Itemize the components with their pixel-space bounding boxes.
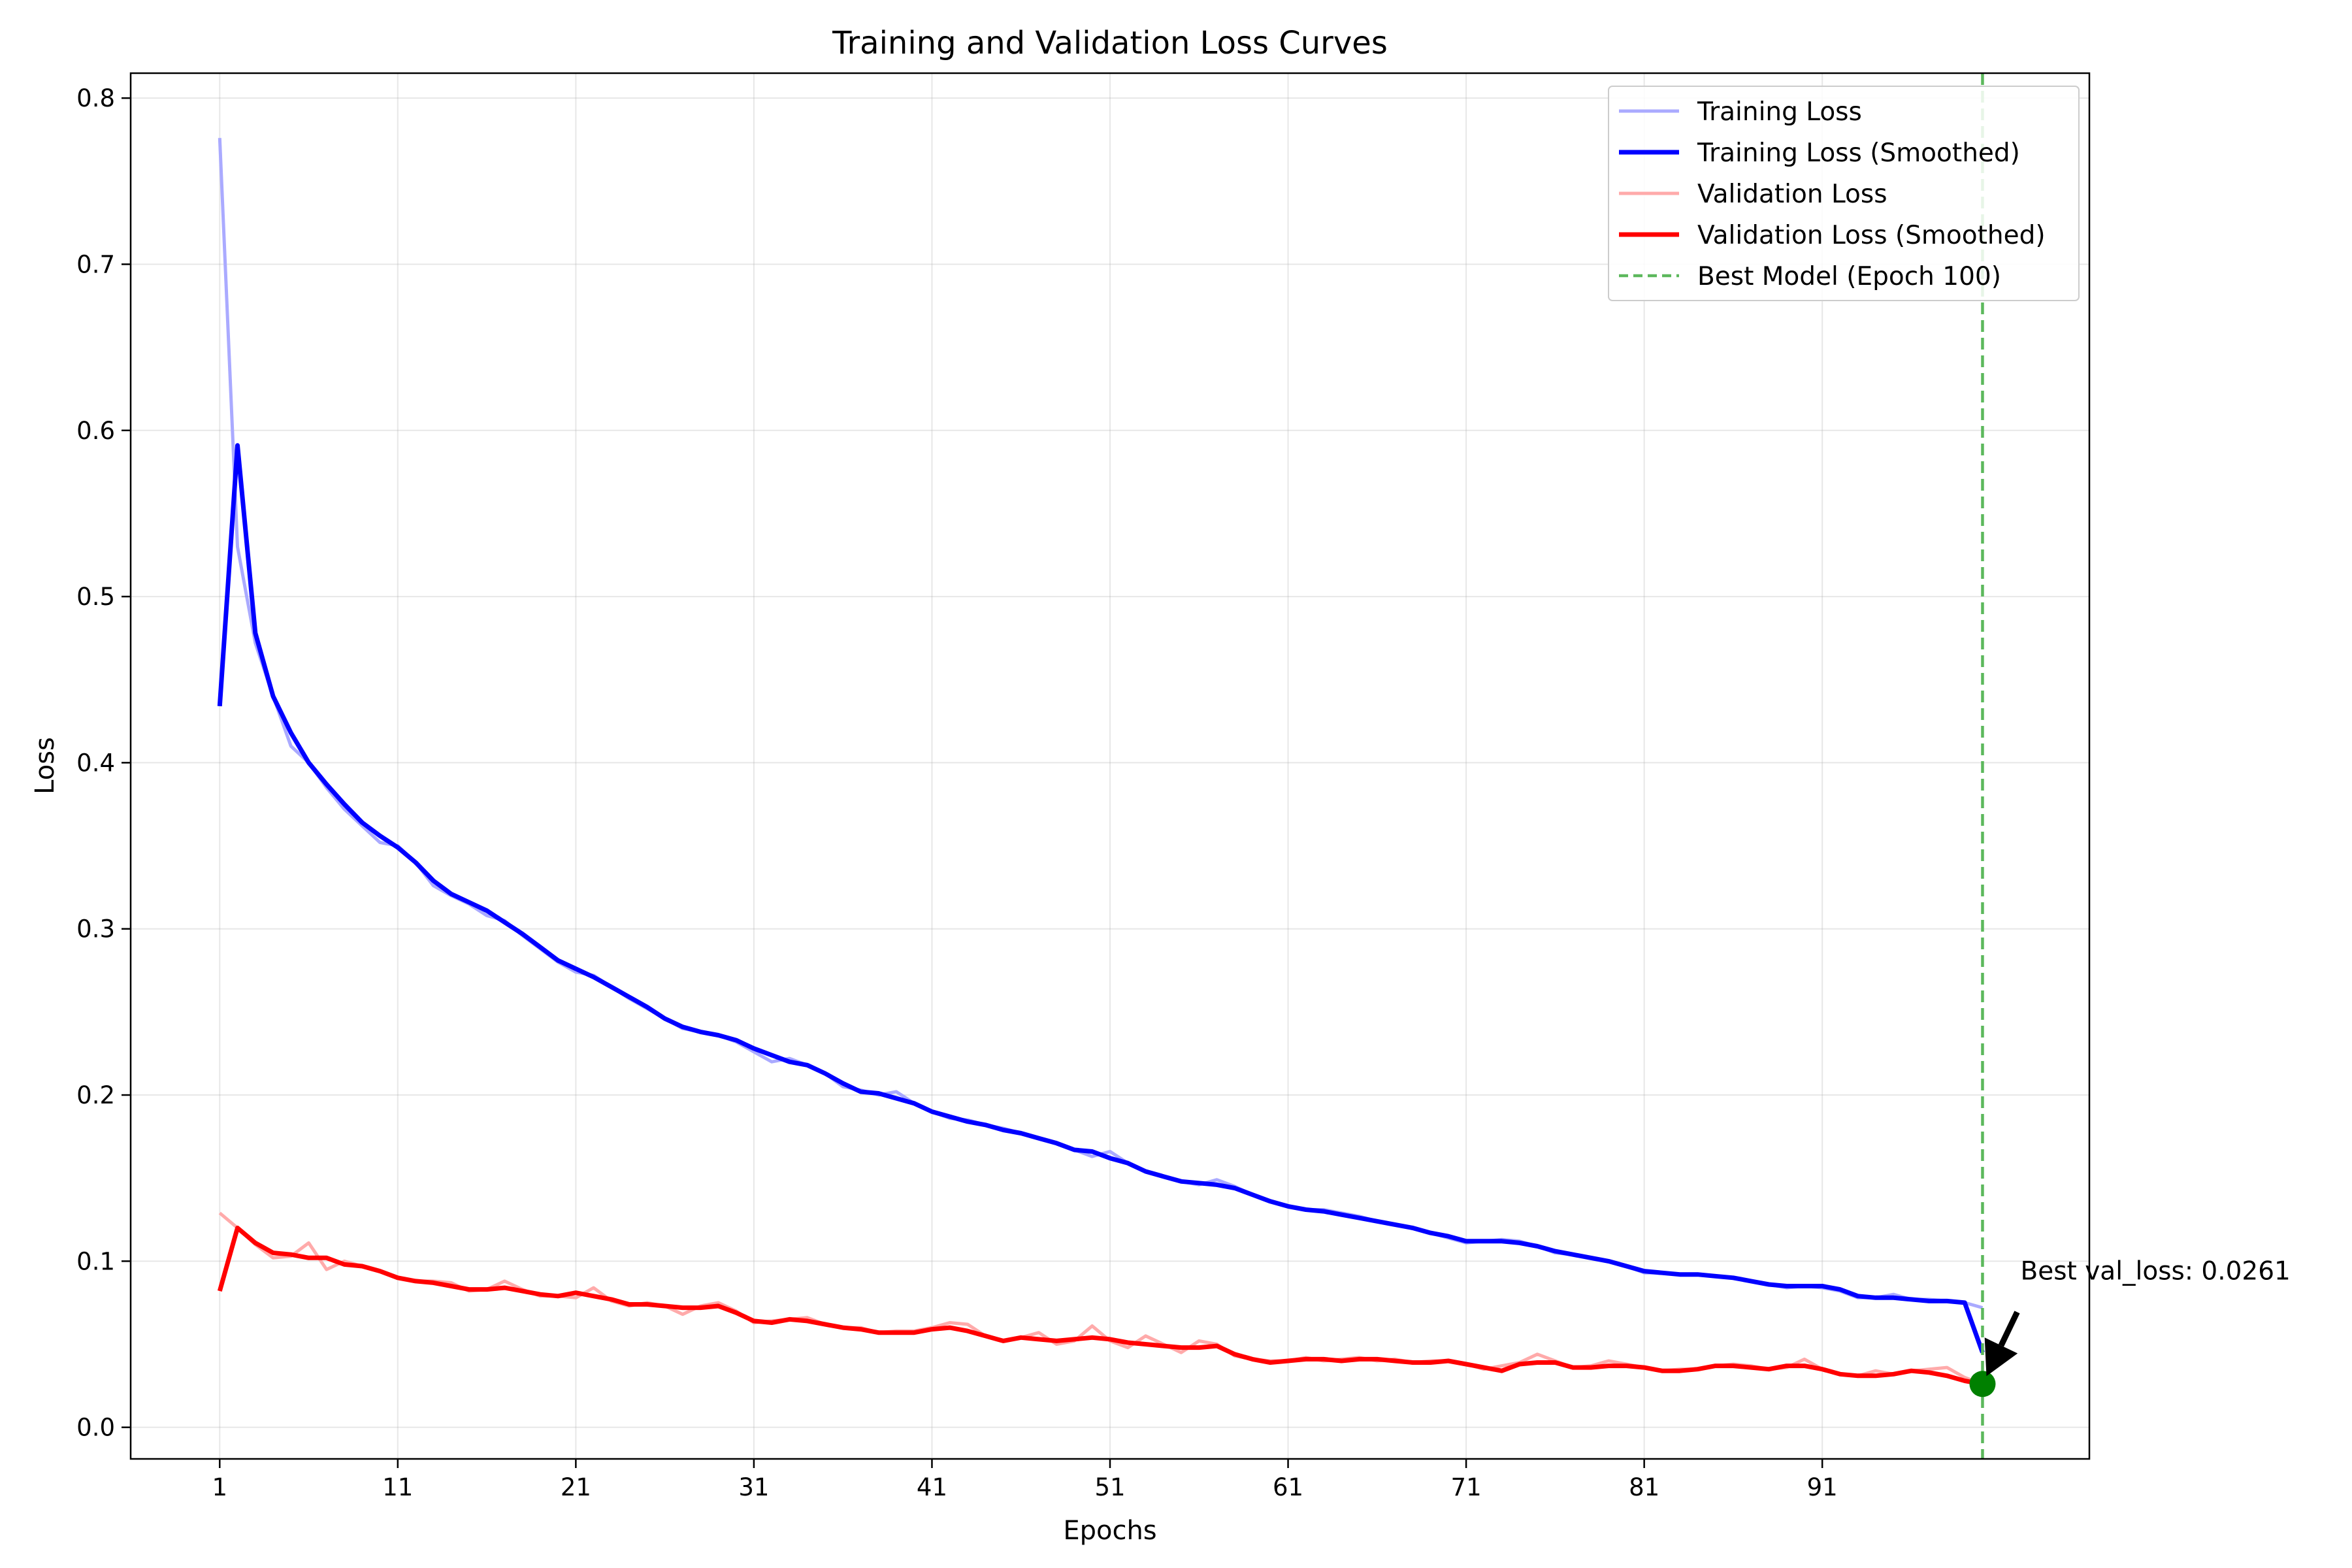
legend-box (1608, 86, 2080, 301)
y-tick-label: 0.1 (76, 1247, 115, 1275)
legend-label: Validation Loss (Smoothed) (1697, 221, 2046, 250)
series-line-training-loss-smoothed (217, 443, 1985, 1354)
x-axis-label: Epochs (1063, 1516, 1156, 1546)
annotation-arrow-shaft (1998, 1311, 2020, 1347)
y-tick-label: 0.7 (76, 250, 115, 278)
y-tick-label: 0.6 (76, 417, 115, 445)
legend-label: Validation Loss (1697, 180, 1887, 209)
y-tick-label: 0.4 (76, 749, 115, 777)
y-tick-label: 0.8 (76, 84, 115, 112)
x-tick-label: 21 (561, 1473, 591, 1501)
x-tick-label: 71 (1451, 1473, 1482, 1501)
axes-ticks: 1 11 21 31 41 51 61 71 81 910.00.10.20.30.40.50.6… (76, 84, 1838, 1501)
legend-label: Best Model (Epoch 100) (1697, 262, 2001, 291)
series-line-validation-loss-smoothed (217, 1226, 1984, 1387)
y-tick-label: 0.0 (76, 1414, 115, 1442)
x-tick-label: 31 (738, 1473, 769, 1501)
best-val-loss-annotation: Best val_loss: 0.0261 (2020, 1256, 2290, 1286)
chart-title: Training and Validation Loss Curves (832, 25, 1388, 61)
legend: Training Loss Training Loss (Smoothed) Val… (1608, 86, 2080, 301)
x-tick-label: 11 (382, 1473, 413, 1501)
x-tick-label: 41 (917, 1473, 947, 1501)
y-axis-label: Loss (30, 737, 60, 794)
x-tick-label: 51 (1094, 1473, 1125, 1501)
y-tick-label: 0.3 (76, 915, 115, 943)
x-tick-label: 61 (1273, 1473, 1303, 1501)
x-tick-label: 1 (212, 1473, 227, 1501)
y-tick-label: 0.2 (76, 1081, 115, 1109)
x-tick-label: 91 (1807, 1473, 1838, 1501)
y-tick-label: 0.5 (76, 583, 115, 611)
legend-label: Training Loss (Smoothed) (1697, 139, 2020, 168)
best-model-annotation: Best val_loss: 0.0261 (1969, 1256, 2291, 1397)
legend-label: Training Loss (1697, 97, 1862, 127)
x-tick-label: 81 (1629, 1473, 1659, 1501)
annotation-arrow-head (1984, 1337, 2018, 1377)
best-model-marker (1969, 1371, 1996, 1397)
plot-area (217, 73, 1985, 1459)
